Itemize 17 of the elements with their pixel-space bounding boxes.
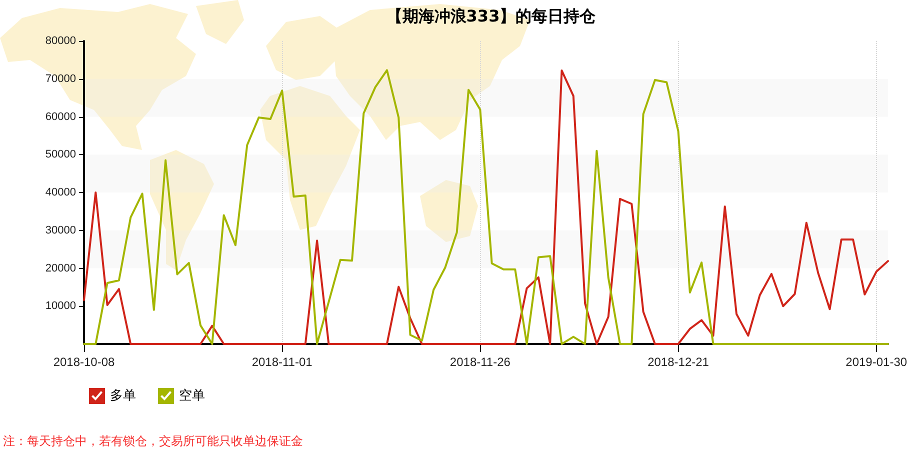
y-tick-label: 60000 bbox=[45, 110, 76, 123]
legend-label: 空单 bbox=[179, 388, 205, 404]
y-tick-label: 10000 bbox=[45, 300, 76, 312]
y-tick-label: 40000 bbox=[45, 186, 76, 198]
x-tick-label: 2019-01-30 bbox=[846, 355, 908, 369]
y-tick-label: 30000 bbox=[45, 224, 76, 236]
y-tick-label: 50000 bbox=[45, 148, 76, 161]
x-tick-label: 2018-12-21 bbox=[648, 355, 710, 369]
y-tick-label: 20000 bbox=[45, 262, 76, 274]
y-tick-label: 80000 bbox=[45, 35, 76, 47]
text: 注：每天持仓中，若有锁仓，交易所可能只收单边保证金 bbox=[3, 434, 303, 448]
x-tick-label: 2018-11-26 bbox=[450, 355, 511, 369]
chart-title: 【期海冲浪333】的每日持仓 bbox=[386, 6, 597, 26]
legend-label: 多单 bbox=[110, 388, 136, 404]
x-tick-label: 2018-11-01 bbox=[252, 355, 313, 369]
x-tick-label: 2018-10-08 bbox=[53, 355, 116, 369]
y-tick-label: 70000 bbox=[45, 72, 76, 85]
